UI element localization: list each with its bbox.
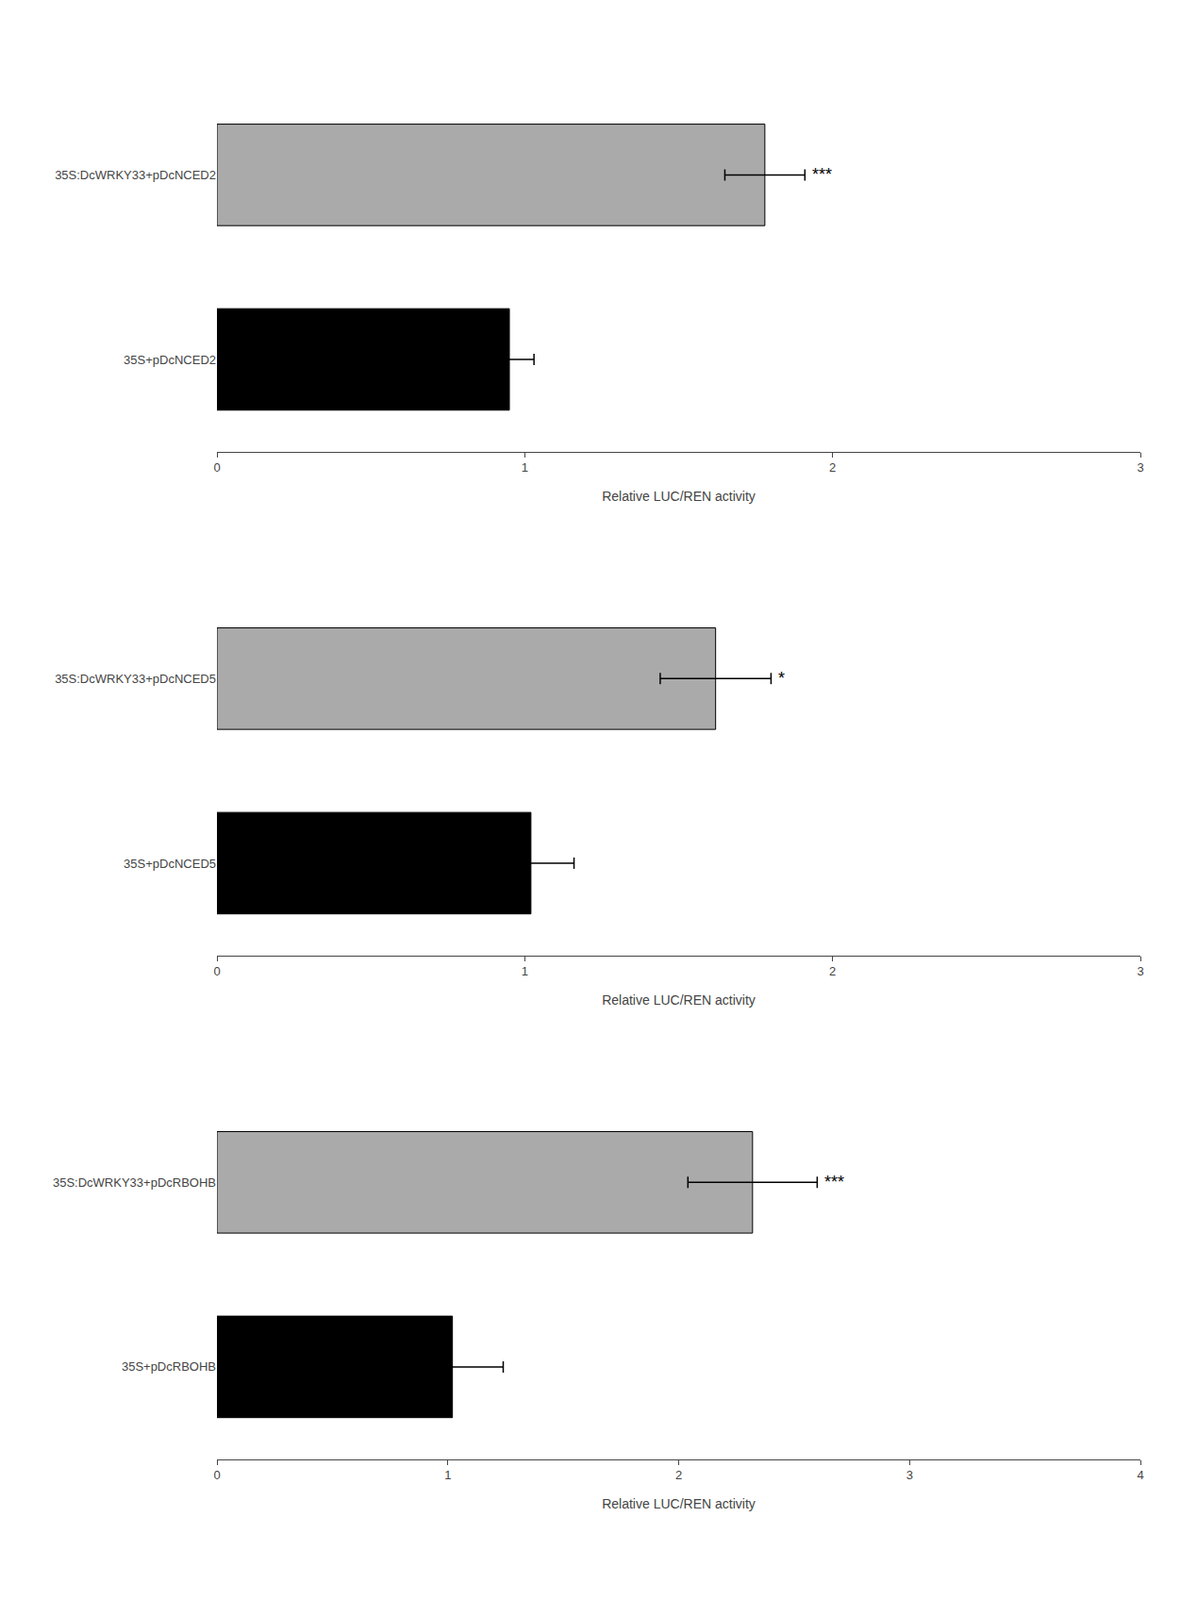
svg-text:3: 3: [1136, 460, 1144, 475]
svg-text:***: ***: [824, 1172, 845, 1192]
svg-text:0: 0: [213, 964, 220, 979]
svg-text:2: 2: [829, 460, 836, 475]
svg-text:35S:DcWRKY33+pDcRBOHB: 35S:DcWRKY33+pDcRBOHB: [52, 1175, 217, 1190]
svg-text:3: 3: [1136, 964, 1144, 979]
svg-text:35S+pDcNCED2: 35S+pDcNCED2: [123, 352, 217, 367]
svg-text:1: 1: [444, 1467, 451, 1482]
svg-text:0: 0: [213, 460, 220, 475]
svg-text:3: 3: [906, 1467, 914, 1482]
svg-text:0: 0: [213, 1467, 220, 1482]
svg-text:***: ***: [812, 165, 832, 184]
svg-text:1: 1: [521, 964, 529, 979]
svg-text:Relative LUC/REN activity: Relative LUC/REN activity: [601, 1496, 756, 1512]
svg-text:2: 2: [675, 1467, 682, 1482]
svg-text:Relative LUC/REN activity: Relative LUC/REN activity: [601, 992, 756, 1008]
svg-text:4: 4: [1136, 1467, 1144, 1482]
svg-text:35S:DcWRKY33+pDcNCED5: 35S:DcWRKY33+pDcNCED5: [54, 671, 217, 686]
svg-text:35S+pDcNCED5: 35S+pDcNCED5: [123, 855, 217, 870]
svg-text:35S+pDcRBOHB: 35S+pDcRBOHB: [121, 1359, 217, 1374]
svg-text:1: 1: [521, 460, 529, 475]
svg-text:*: *: [778, 668, 785, 688]
svg-text:2: 2: [829, 964, 836, 979]
svg-text:35S:DcWRKY33+pDcNCED2: 35S:DcWRKY33+pDcNCED2: [54, 167, 217, 183]
svg-text:Relative LUC/REN activity: Relative LUC/REN activity: [601, 488, 756, 504]
